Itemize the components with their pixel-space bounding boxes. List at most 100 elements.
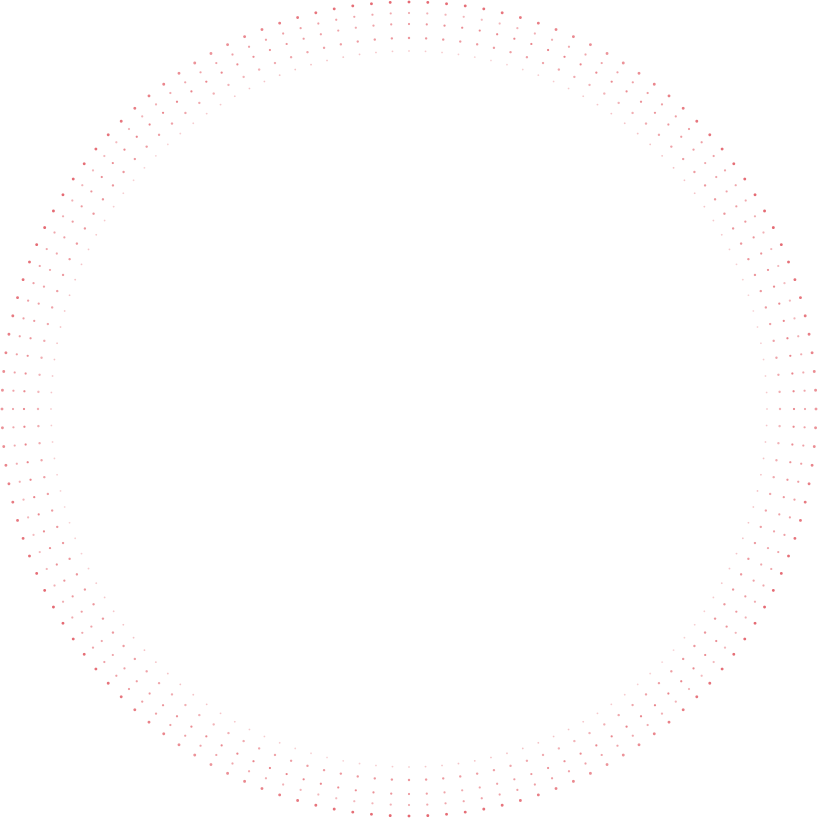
- ring-dot: [233, 720, 236, 723]
- ring-dot: [521, 747, 524, 750]
- ring-dot: [792, 425, 795, 428]
- ring-dot: [712, 219, 715, 222]
- ring-dot: [792, 390, 795, 393]
- ring-dot: [617, 101, 620, 105]
- ring-dot: [814, 388, 817, 392]
- ring-dot: [32, 282, 35, 285]
- ring-dot: [588, 731, 591, 735]
- ring-dot: [53, 457, 56, 460]
- ring-dot: [358, 762, 361, 765]
- ring-dot: [778, 424, 781, 428]
- ring-dot: [81, 631, 84, 634]
- ring-dot: [123, 667, 126, 670]
- ring-dot: [162, 82, 166, 86]
- ring-dot: [683, 179, 686, 182]
- ring-dot: [782, 319, 785, 322]
- ring-dot: [317, 22, 320, 25]
- ring-dot: [157, 133, 161, 137]
- ring-dot: [639, 715, 643, 718]
- ring-dot: [55, 563, 58, 566]
- ring-dot: [492, 46, 496, 50]
- ring-dot: [71, 637, 75, 641]
- ring-dot: [657, 133, 661, 137]
- ring-dot: [63, 506, 66, 508]
- ring-dot: [667, 94, 671, 98]
- ring-dot: [390, 778, 394, 781]
- ring-dot: [783, 282, 786, 285]
- ring-dot: [672, 166, 675, 169]
- ring-dot: [61, 273, 65, 277]
- ring-dot: [111, 184, 115, 187]
- ring-dot: [24, 372, 27, 375]
- ring-dot: [310, 752, 312, 755]
- ring-dot: [660, 103, 664, 106]
- ring-dot: [407, 0, 411, 4]
- ring-dot: [38, 550, 41, 554]
- ring-dot: [45, 567, 48, 571]
- ring-dot: [4, 463, 8, 467]
- ring-dot: [639, 100, 643, 103]
- ring-dot: [482, 7, 486, 11]
- ring-dot: [725, 190, 728, 193]
- ring-dot: [371, 802, 374, 805]
- ring-dot: [752, 579, 755, 582]
- ring-dot: [768, 492, 772, 496]
- ring-dot: [27, 516, 30, 519]
- ring-dot: [674, 700, 677, 703]
- ring-dot: [119, 695, 123, 699]
- ring-dot: [579, 752, 582, 755]
- ring-dot: [765, 424, 768, 427]
- ring-dot: [715, 639, 718, 643]
- ring-dot: [332, 7, 336, 11]
- ring-dot: [332, 807, 336, 811]
- ring-dot: [791, 443, 794, 446]
- ring-dot: [373, 777, 376, 780]
- ring-dot: [42, 530, 46, 533]
- ring-dot: [192, 122, 195, 125]
- ring-dot: [788, 299, 791, 302]
- ring-dot: [610, 703, 613, 706]
- ring-dot: [289, 759, 293, 762]
- ring-dot: [582, 720, 585, 723]
- ring-dot: [101, 198, 105, 201]
- ring-dot: [779, 572, 783, 575]
- ring-dot: [525, 759, 529, 762]
- ring-dot: [48, 546, 52, 550]
- ring-dot: [35, 572, 39, 575]
- ring-dot: [45, 247, 48, 251]
- ring-dot: [760, 252, 763, 255]
- ring-dot: [589, 771, 592, 775]
- ring-dot: [480, 18, 483, 21]
- ring-dot: [282, 783, 285, 786]
- ring-dot: [74, 537, 77, 540]
- ring-dot: [91, 169, 95, 172]
- ring-dot: [95, 233, 98, 236]
- ring-dot: [567, 728, 570, 731]
- ring-dot: [389, 12, 392, 15]
- ring-dot: [712, 660, 715, 664]
- ring-dot: [747, 294, 750, 297]
- ring-dot: [735, 205, 738, 208]
- ring-dot: [803, 426, 806, 429]
- ring-dot: [371, 13, 374, 16]
- ring-dot: [814, 407, 818, 411]
- ring-dot: [667, 692, 670, 695]
- ring-dot: [546, 766, 550, 770]
- ring-dot: [322, 768, 326, 772]
- ring-dot: [674, 115, 677, 118]
- ring-dot: [567, 45, 571, 48]
- ring-dot: [408, 50, 410, 52]
- ring-dot: [762, 358, 765, 361]
- ring-dot: [90, 625, 93, 628]
- ring-dot: [772, 339, 775, 343]
- ring-dot: [161, 111, 165, 114]
- ring-dot: [681, 157, 685, 161]
- ring-dot: [760, 473, 762, 476]
- ring-dot: [461, 789, 464, 792]
- ring-dot: [52, 209, 55, 213]
- ring-dot: [708, 681, 712, 685]
- ring-dot: [667, 720, 671, 724]
- ring-dot: [15, 353, 18, 356]
- ring-dot: [595, 744, 598, 747]
- ring-dot: [268, 48, 272, 52]
